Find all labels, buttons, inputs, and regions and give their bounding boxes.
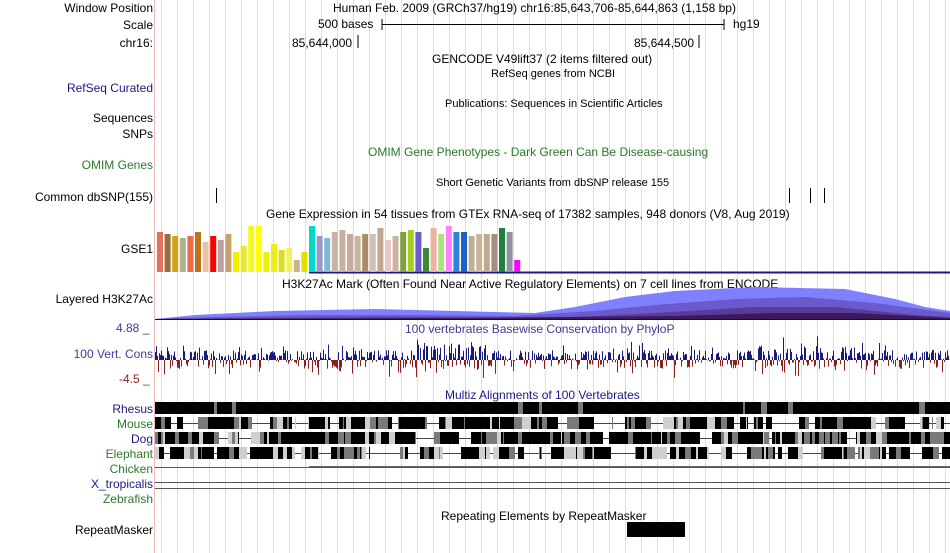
scale-label: Scale (122, 18, 153, 32)
multiz-track-title: Multiz Alignments of 100 Vertebrates (445, 388, 640, 402)
ruler-tick-label: 85,644,500 (634, 36, 695, 50)
gtex-track-label[interactable]: GSE1 (120, 242, 153, 256)
h3k27ac-track-label[interactable]: Layered H3K27Ac (55, 292, 153, 306)
dbsnp-track-label[interactable]: Common dbSNP(155) (34, 190, 153, 204)
repeatmasker-track-title: Repeating Elements by RepeatMasker (441, 509, 647, 523)
cons-max-label: 4.88 _ (116, 321, 150, 335)
window-position-value[interactable]: Human Feb. 2009 (GRCh37/hg19) chr16:85,6… (333, 1, 736, 15)
multiz-species-dog[interactable]: Dog (130, 432, 153, 446)
gtex-bar-chart[interactable] (155, 220, 950, 274)
cons-phylop-wiggle[interactable] (155, 334, 950, 384)
cons-track-label[interactable]: 100 Vert. Cons (73, 347, 153, 361)
sequences-track-label[interactable]: Sequences (92, 111, 153, 125)
window-position-label: Window Position (64, 1, 153, 15)
dbsnp-variants[interactable] (155, 186, 950, 206)
ruler-ticks (357, 35, 700, 48)
repeatmasker-track-label[interactable]: RepeatMasker (74, 523, 153, 537)
cons-track-title: 100 vertebrates Basewise Conservation by… (405, 322, 675, 336)
refseq-track-label[interactable]: RefSeq Curated (66, 81, 153, 95)
position-grid (161, 0, 950, 553)
chrom-label: chr16: (119, 36, 153, 50)
multiz-alignment-rows[interactable] (155, 400, 950, 492)
ruler-tick-label: 85,644,000 (292, 36, 353, 50)
omim-track-label[interactable]: OMIM Genes (81, 158, 153, 172)
cons-min-label: -4.5 _ (119, 372, 150, 386)
gtex-track-title: Gene Expression in 54 tissues from GTEx … (266, 207, 790, 221)
publications-track-title: Publications: Sequences in Scientific Ar… (445, 98, 663, 110)
scale-bar (381, 19, 725, 30)
repeatmasker-element[interactable] (155, 520, 950, 540)
scale-bases: 500 bases (318, 17, 374, 31)
multiz-species-chicken[interactable]: Chicken (109, 462, 153, 476)
omim-track-title: OMIM Gene Phenotypes - Dark Green Can Be… (368, 145, 709, 159)
multiz-species-elephant[interactable]: Elephant (105, 447, 153, 461)
gencode-track-title[interactable]: GENCODE V49lift37 (2 items filtered out) (432, 52, 653, 66)
snps-track-label[interactable]: SNPs (122, 127, 153, 141)
dbsnp-track-title: Short Genetic Variants from dbSNP releas… (436, 177, 670, 189)
multiz-species-rhesus[interactable]: Rhesus (112, 402, 153, 416)
label-divider (154, 0, 155, 553)
h3k27ac-track-title: H3K27Ac Mark (Often Found Near Active Re… (282, 277, 779, 291)
refseq-track-title: RefSeq genes from NCBI (491, 68, 616, 80)
scale-assembly: hg19 (733, 17, 760, 31)
h3k27ac-signal[interactable] (155, 285, 950, 321)
multiz-species-x-tropicalis[interactable]: X_tropicalis (90, 477, 153, 491)
multiz-species-mouse[interactable]: Mouse (116, 417, 153, 431)
multiz-species-zebrafish[interactable]: Zebrafish (102, 492, 153, 506)
